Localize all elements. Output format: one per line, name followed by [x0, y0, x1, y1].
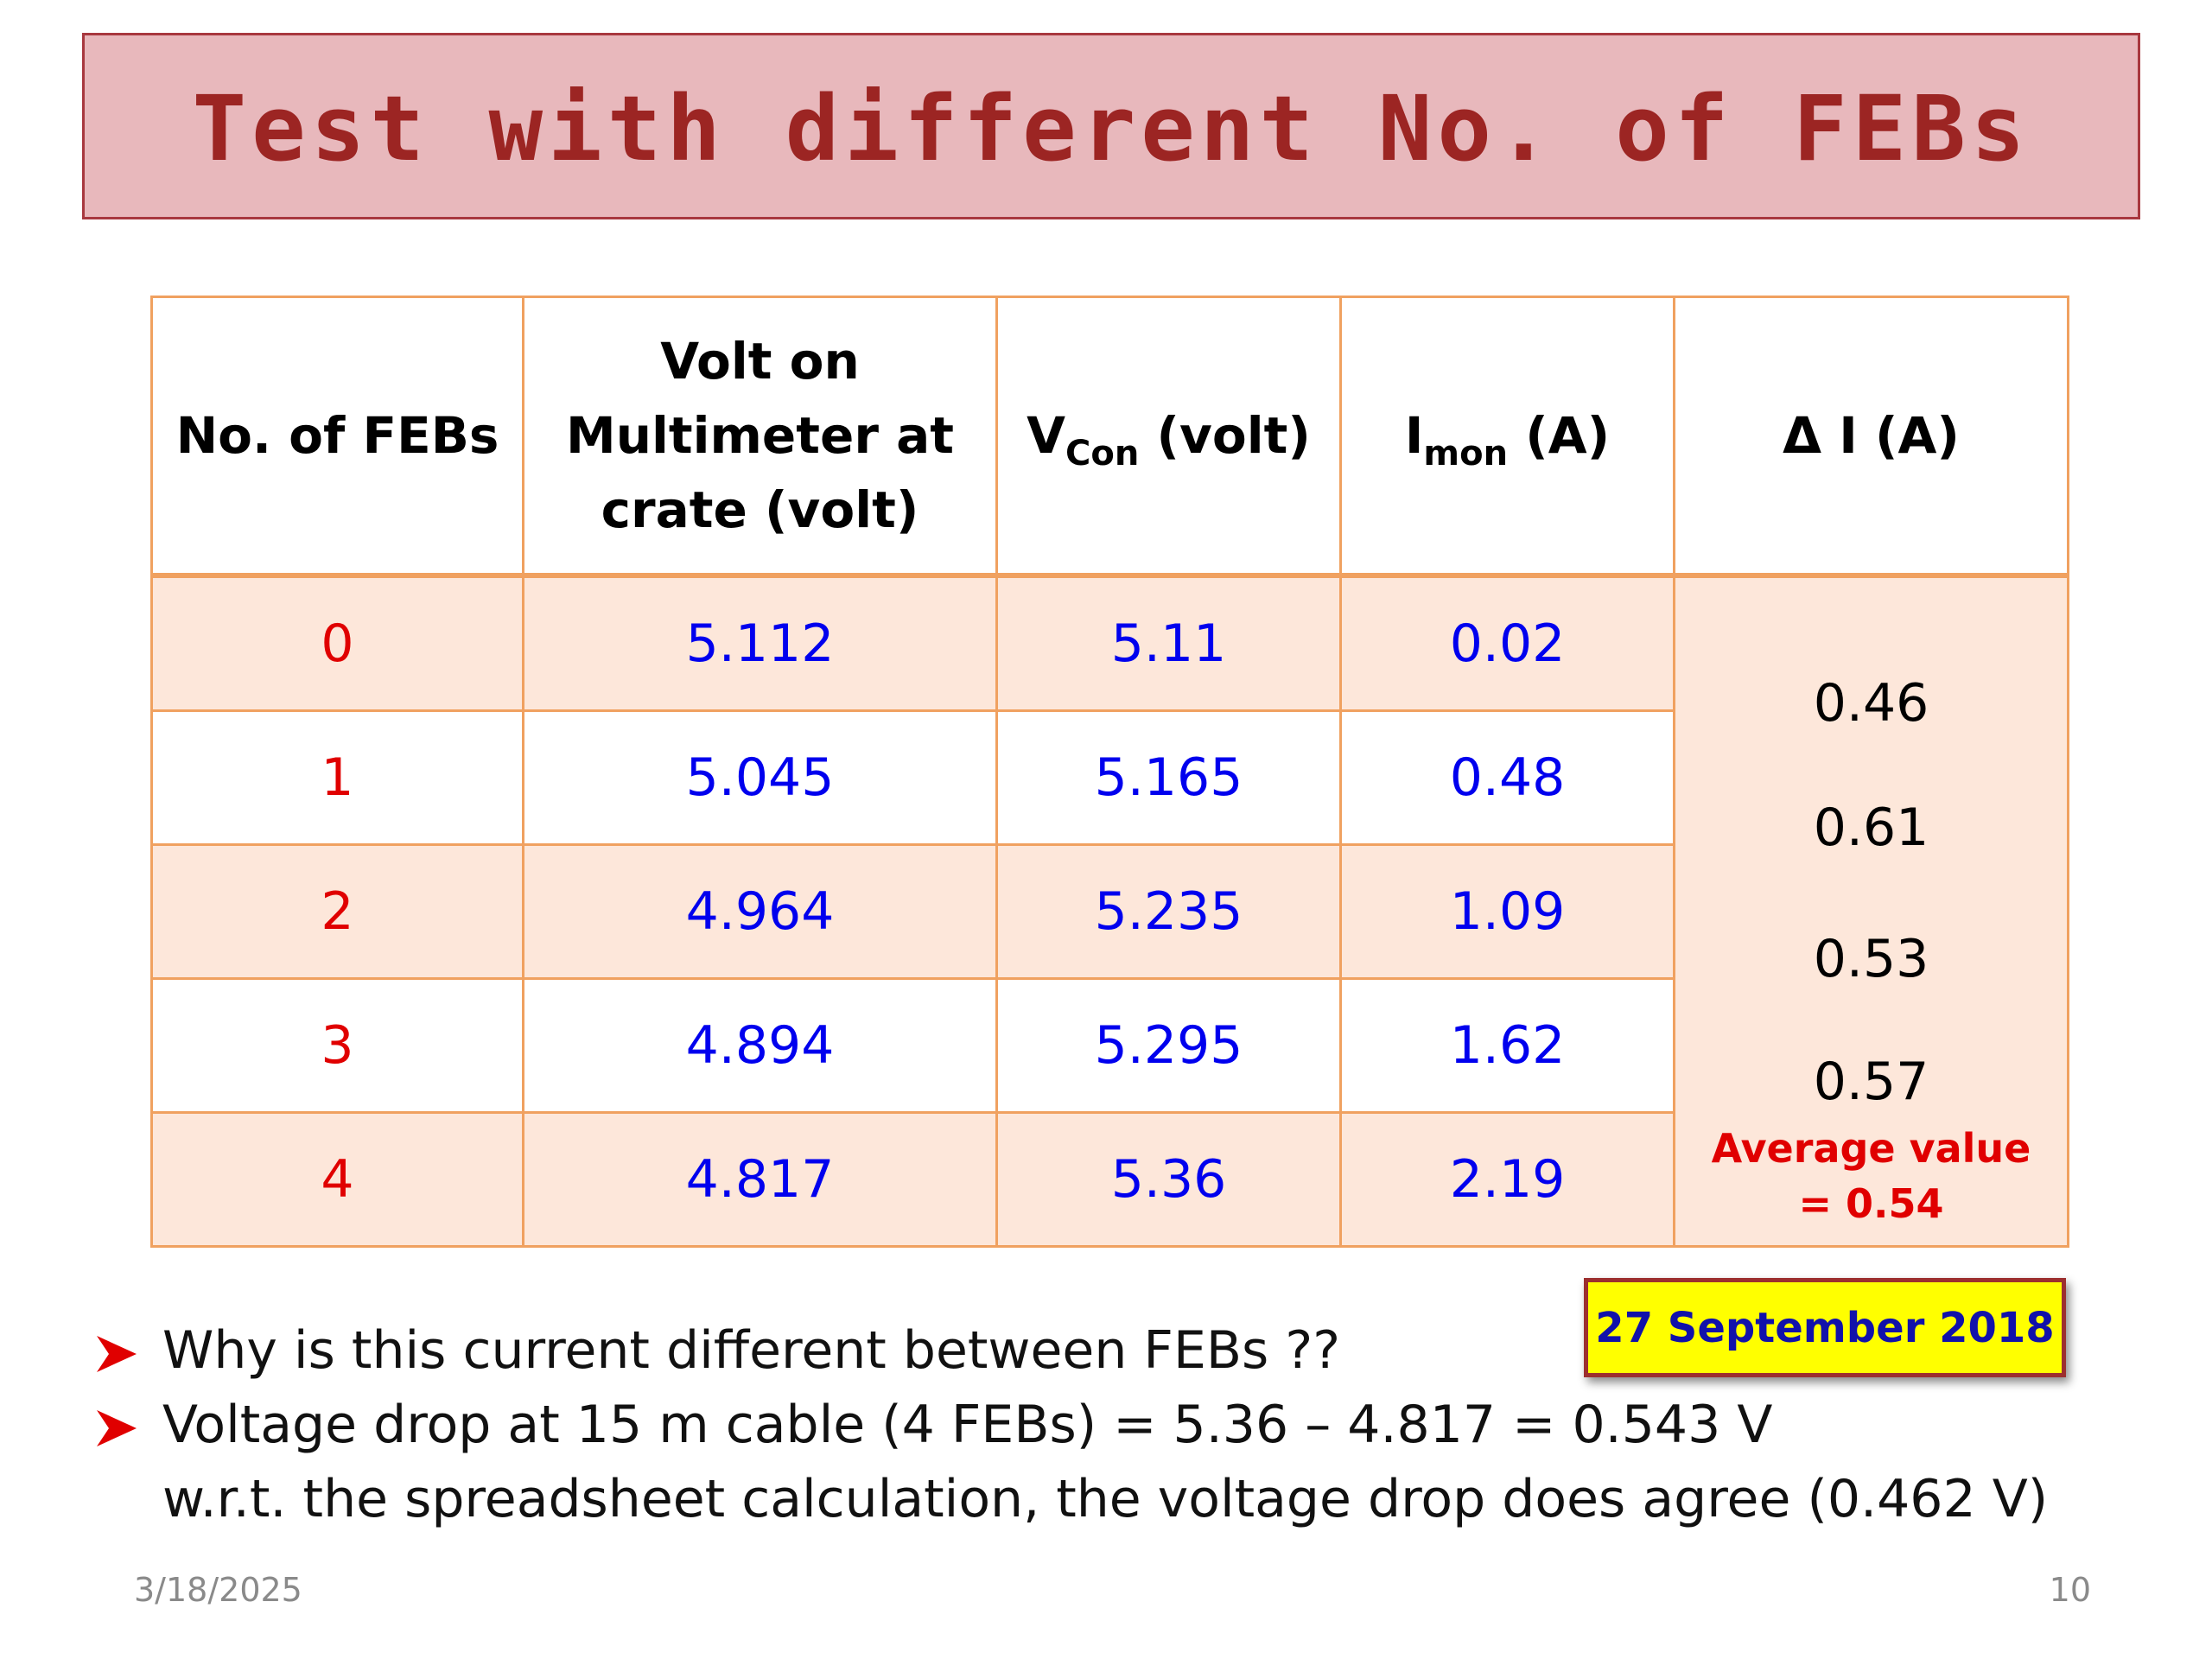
date-badge: 27 September 2018 [1584, 1278, 2066, 1377]
header-multimeter: Volt on Multimeter at crate (volt) [522, 296, 998, 578]
arrow-bullet-icon [97, 1410, 137, 1446]
data-table: No. of FEBs Volt on Multimeter at crate … [150, 296, 2069, 1248]
average-label: Average value [1711, 1125, 2031, 1172]
delta-value: 0.53 [1813, 929, 1929, 989]
cell-febs: 4 [150, 1111, 524, 1248]
bullet-item: Voltage drop at 15 m cable (4 FEBs) = 5.… [95, 1388, 2082, 1462]
slide-title: Test with different No. of FEBs [192, 76, 2031, 181]
delta-value: 0.61 [1813, 798, 1929, 858]
page-number: 10 [2049, 1571, 2091, 1609]
table-row: 4 4.817 5.36 2.19 [150, 1111, 2069, 1248]
cell-vcon: 5.165 [995, 709, 1342, 846]
bullet-text: Voltage drop at 15 m cable (4 FEBs) = 5.… [162, 1395, 1773, 1455]
header-imon: Imon (A) [1339, 296, 1675, 578]
header-multimeter-line-2: Multimeter at [566, 406, 954, 465]
header-febs: No. of FEBs [150, 296, 524, 578]
delta-column: 0.46 0.61 0.53 0.57 Average value = 0.54 [1673, 574, 2069, 1248]
delta-value: 0.46 [1813, 673, 1929, 734]
header-imon-sub: mon [1423, 434, 1509, 474]
header-delta: Δ I (A) [1673, 296, 2069, 578]
arrow-bullet-icon [97, 1336, 137, 1372]
header-vcon-sub: Con [1065, 434, 1140, 474]
note-text: w.r.t. the spreadsheet calculation, the … [162, 1469, 2049, 1529]
cell-febs: 3 [150, 977, 524, 1114]
cell-imon: 2.19 [1339, 1111, 1675, 1248]
header-multimeter-line-3: crate (volt) [601, 480, 919, 539]
table-row: 2 4.964 5.235 1.09 [150, 843, 2069, 980]
table-row: 1 5.045 5.165 0.48 [150, 709, 2069, 846]
cell-vcon: 5.11 [995, 574, 1342, 712]
header-imon-main: I [1404, 406, 1424, 465]
cell-vcon: 5.295 [995, 977, 1342, 1114]
average-value: = 0.54 [1798, 1180, 1944, 1227]
cell-febs: 2 [150, 843, 524, 980]
header-imon-unit: (A) [1508, 406, 1611, 465]
header-vcon-main: V [1027, 406, 1066, 465]
header-vcon: VCon (volt) [995, 296, 1342, 578]
cell-multimeter: 5.112 [522, 574, 998, 712]
header-multimeter-line-1: Volt on [660, 332, 860, 391]
table-row: 0 5.112 5.11 0.02 0.46 0.61 0.53 0.57 Av… [150, 574, 2069, 1248]
header-row: No. of FEBs Volt on Multimeter at crate … [150, 296, 2069, 578]
footer-date: 3/18/2025 [134, 1571, 302, 1609]
header-vcon-unit: (volt) [1139, 406, 1311, 465]
cell-multimeter: 4.817 [522, 1111, 998, 1248]
cell-multimeter: 5.045 [522, 709, 998, 846]
cell-febs: 1 [150, 709, 524, 846]
cell-imon: 1.09 [1339, 843, 1675, 980]
table-row: 3 4.894 5.295 1.62 [150, 977, 2069, 1114]
cell-febs: 0 [150, 574, 524, 712]
cell-vcon: 5.235 [995, 843, 1342, 980]
cell-multimeter: 4.964 [522, 843, 998, 980]
bullet-list: Why is this current different between FE… [95, 1313, 2082, 1536]
delta-value: 0.57 [1813, 1052, 1929, 1112]
bullet-text: Why is this current different between FE… [162, 1320, 1341, 1381]
title-banner: Test with different No. of FEBs [82, 33, 2140, 219]
cell-multimeter: 4.894 [522, 977, 998, 1114]
cell-imon: 0.48 [1339, 709, 1675, 846]
bullet-item: Why is this current different between FE… [95, 1313, 2082, 1388]
cell-imon: 0.02 [1339, 574, 1675, 712]
cell-vcon: 5.36 [995, 1111, 1342, 1248]
cell-imon: 1.62 [1339, 977, 1675, 1114]
